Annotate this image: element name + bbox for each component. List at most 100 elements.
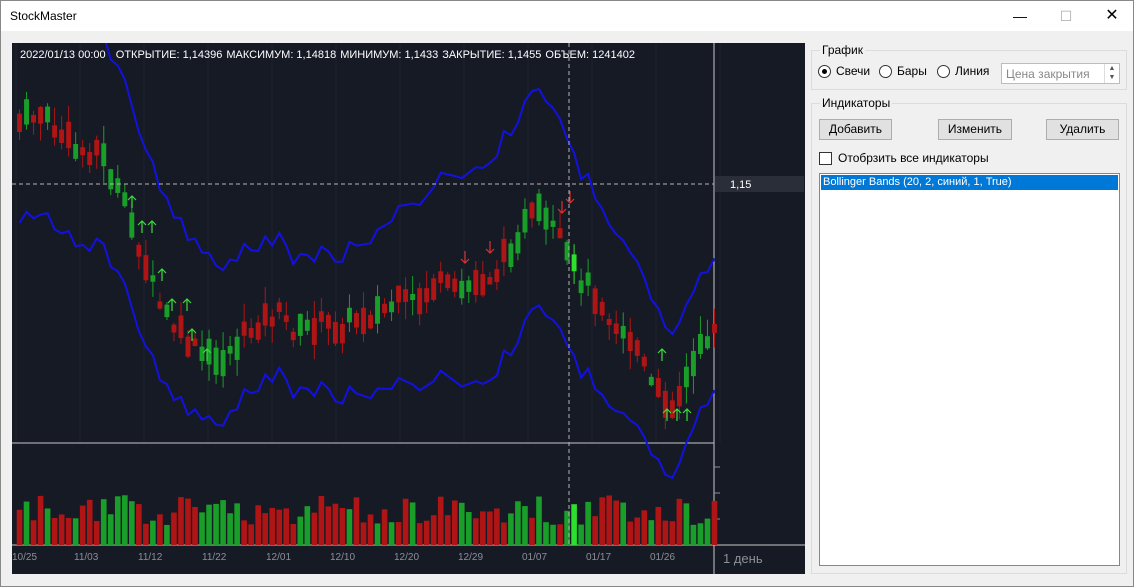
volume-bar [360,522,367,545]
settings-panel: График Свечи Бары Линия Цена закрытия ▲ ▼… [811,43,1127,574]
radio-line-label: Линия [955,64,990,78]
candle-body [31,114,37,123]
minimize-button[interactable]: — [1013,8,1027,24]
candle-body [262,303,268,326]
radio-bars-indicator[interactable] [879,64,892,78]
candle-body [403,289,409,302]
edit-indicator-button[interactable]: Изменить [938,119,1012,140]
volume-bar [634,517,641,545]
x-axis-tick-label: 12/01 [266,552,291,563]
x-axis-tick-label: 11/03 [74,552,99,563]
show-all-checkbox-box[interactable] [819,151,832,165]
candle-body [171,324,177,333]
radio-line-indicator[interactable] [937,64,950,78]
candle-body [585,272,591,286]
candle-body [129,212,135,238]
radio-bars[interactable]: Бары [879,64,927,78]
radio-candles[interactable]: Свечи [818,64,870,78]
show-all-checkbox[interactable]: Отобрзить все индикаторы [819,151,989,165]
volume-bar [157,514,163,545]
candle-body [641,356,647,367]
candle-body [136,244,142,257]
ohlc-volume: ОБЪЕМ: 1241402 [545,49,635,61]
indicators-group: Индикаторы Добавить Изменить Удалить Ото… [811,96,1127,574]
candle-body [494,269,500,283]
volume-bar [171,512,177,545]
candle-body [417,288,423,315]
volume-bar [395,522,402,545]
candle-body [304,319,310,331]
volume-bar [86,499,93,545]
candle-body [311,318,317,345]
volume-bar [367,514,374,545]
price-chart[interactable]: 1,15 10/25 11/03 11/12 11/22 12/01 12/10 12/20 1… [12,43,805,574]
timeframe-label: 1 день [723,551,763,566]
volume-bar [37,495,44,545]
candle-body [157,301,163,309]
candle-body [578,280,584,294]
volume-bar [297,516,304,545]
volume-bar [662,520,669,545]
volume-bar [515,501,521,545]
candle-body [255,322,261,340]
spinner-arrows[interactable]: ▲ ▼ [1104,64,1119,83]
candle-body [227,345,233,354]
volume-bar [536,496,542,545]
spin-up-icon[interactable]: ▲ [1108,65,1116,72]
price-type-select[interactable]: Цена закрытия ▲ ▼ [1001,63,1120,84]
indicator-list[interactable]: Bollinger Bands (20, 2, синий, 1, True) [819,173,1120,566]
add-indicator-button[interactable]: Добавить [819,119,892,140]
candle-body [269,316,275,327]
volume-bar [585,501,591,545]
buy-signal-arrow [167,298,177,311]
volume-bar [234,503,240,545]
candle-body [115,178,121,193]
x-axis-tick-label: 12/29 [458,552,483,563]
candle-body [108,169,114,190]
sell-signal-arrow [557,201,567,214]
candle-body [550,220,556,227]
volume-bar [107,514,114,545]
candle-body [178,315,184,339]
volume-bar [58,514,65,545]
candle-body [332,321,338,344]
volume-bar [51,518,58,545]
delete-indicator-button[interactable]: Удалить [1046,119,1119,140]
radio-candles-indicator[interactable] [818,64,831,78]
radio-line[interactable]: Линия [937,64,989,78]
volume-bar [437,496,444,545]
candle-body [529,202,535,219]
spin-down-icon[interactable]: ▼ [1108,74,1116,81]
candle-body [655,377,661,397]
buy-signal-arrow [187,328,197,341]
chart-canvas[interactable]: 1,15 10/25 11/03 11/12 11/22 12/01 12/10 12/20 1… [12,43,805,574]
buy-signal-arrow [662,408,672,421]
maximize-button[interactable]: ☐ [1059,8,1073,24]
candle-body [354,313,359,328]
volume-bar [487,511,493,545]
candle-body [241,321,247,336]
graph-group: График Свечи Бары Линия Цена закрытия ▲ ▼ [811,43,1127,90]
candle-body [199,346,205,361]
volume-bar [44,508,51,545]
close-button[interactable]: ✕ [1105,7,1119,24]
candle-body [164,304,170,318]
volume-bar [192,506,198,545]
candle-body [66,121,72,149]
buy-signal-arrow [682,408,692,421]
volume-bar [683,503,690,545]
candle-body [143,255,149,281]
candle-body [466,280,472,292]
candle-body [712,323,717,333]
indicator-list-item[interactable]: Bollinger Bands (20, 2, синий, 1, True) [821,175,1118,190]
candle-body [248,327,254,338]
candle-body [571,254,577,272]
show-all-label: Отобрзить все индикаторы [838,151,989,165]
volume-bar [290,524,297,545]
volume-bar [465,512,472,545]
candle-body [662,390,668,418]
volume-bar [143,523,149,545]
volume-bar [311,512,318,545]
x-axis-tick-label: 11/22 [202,552,227,563]
ohlc-close: ЗАКРЫТИЕ: 1,1455 [442,49,542,61]
